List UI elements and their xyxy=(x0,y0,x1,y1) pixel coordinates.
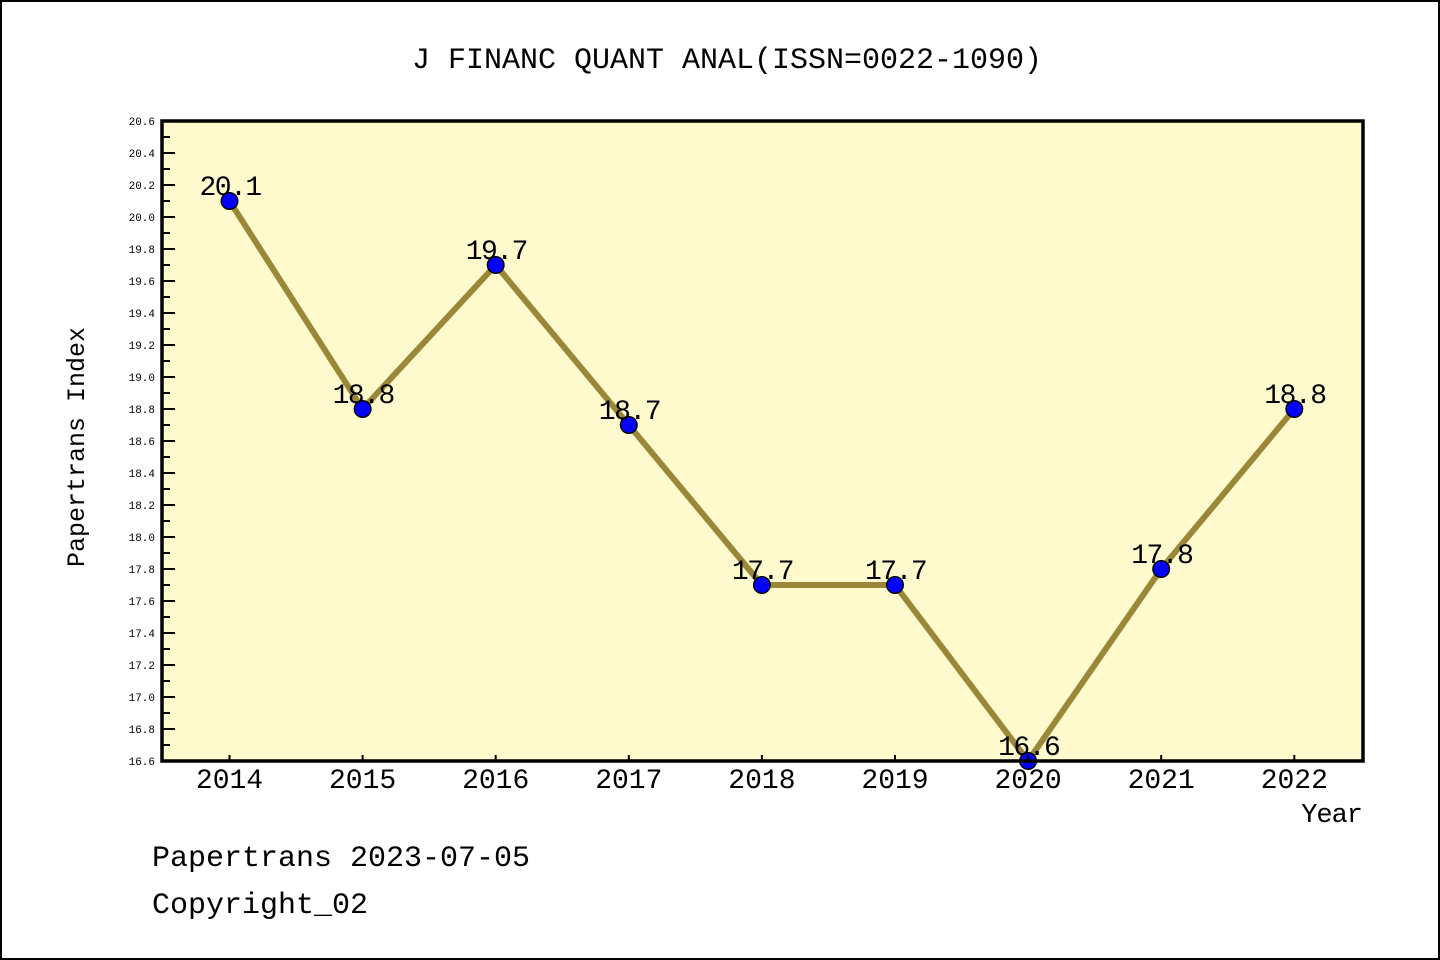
svg-text:18.0: 18.0 xyxy=(129,533,155,545)
svg-text:20.6: 20.6 xyxy=(129,117,155,129)
svg-text:17.7: 17.7 xyxy=(865,557,926,588)
svg-text:16.8: 16.8 xyxy=(129,725,155,737)
svg-text:17.7: 17.7 xyxy=(732,557,793,588)
svg-text:17.8: 17.8 xyxy=(1131,541,1192,572)
svg-text:2017: 2017 xyxy=(595,766,662,797)
svg-text:17.4: 17.4 xyxy=(129,629,156,641)
svg-text:19.2: 19.2 xyxy=(129,341,155,353)
svg-text:20.1: 20.1 xyxy=(200,173,262,204)
svg-text:J FINANC QUANT ANAL(ISSN=0022-: J FINANC QUANT ANAL(ISSN=0022-1090) xyxy=(412,44,1042,78)
svg-text:Copyright_02: Copyright_02 xyxy=(152,889,368,923)
svg-text:17.6: 17.6 xyxy=(129,597,155,609)
svg-text:16.6: 16.6 xyxy=(129,757,155,769)
svg-text:2019: 2019 xyxy=(861,766,928,797)
svg-text:2020: 2020 xyxy=(994,766,1061,797)
svg-text:20.2: 20.2 xyxy=(129,181,155,193)
svg-text:18.8: 18.8 xyxy=(333,381,394,412)
svg-text:2016: 2016 xyxy=(462,766,529,797)
svg-text:Papertrans 2023-07-05: Papertrans 2023-07-05 xyxy=(152,842,530,876)
svg-text:Year: Year xyxy=(1301,801,1362,831)
svg-text:2022: 2022 xyxy=(1261,766,1328,797)
svg-text:20.4: 20.4 xyxy=(129,149,156,161)
svg-text:16.6: 16.6 xyxy=(998,733,1059,764)
svg-text:19.0: 19.0 xyxy=(129,373,155,385)
svg-text:20.0: 20.0 xyxy=(129,213,155,225)
svg-text:2021: 2021 xyxy=(1128,766,1195,797)
svg-text:19.4: 19.4 xyxy=(129,309,156,321)
svg-text:18.8: 18.8 xyxy=(129,405,155,417)
svg-text:18.8: 18.8 xyxy=(1264,381,1325,412)
svg-text:18.7: 18.7 xyxy=(599,397,660,428)
svg-text:17.0: 17.0 xyxy=(129,693,155,705)
svg-text:2018: 2018 xyxy=(728,766,795,797)
svg-text:18.6: 18.6 xyxy=(129,437,155,449)
svg-text:17.8: 17.8 xyxy=(129,565,155,577)
svg-text:Papertrans Index: Papertrans Index xyxy=(63,327,92,567)
svg-text:19.7: 19.7 xyxy=(466,237,527,268)
svg-text:17.2: 17.2 xyxy=(129,661,155,673)
svg-text:18.2: 18.2 xyxy=(129,501,155,513)
svg-text:19.6: 19.6 xyxy=(129,277,155,289)
svg-text:2015: 2015 xyxy=(329,766,396,797)
svg-text:19.8: 19.8 xyxy=(129,245,155,257)
svg-text:2014: 2014 xyxy=(196,766,263,797)
svg-text:18.4: 18.4 xyxy=(129,469,156,481)
